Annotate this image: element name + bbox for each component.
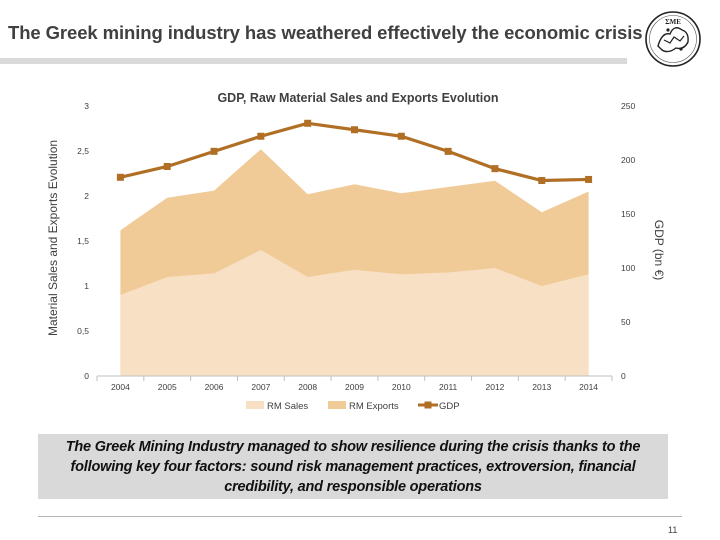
y-left-tick-label: 2,5 (77, 146, 89, 156)
title-underline (0, 58, 627, 64)
x-tick-label: 2006 (205, 382, 224, 392)
chart: GDP, Raw Material Sales and Exports Evol… (46, 91, 666, 412)
area-rm-sales (120, 250, 589, 376)
x-tick-label: 2009 (345, 382, 364, 392)
legend-label-rm-sales: RM Sales (267, 401, 308, 412)
y-axis-left-label: Material Sales and Exports Evolution (46, 140, 60, 336)
organization-logo: ΣΜΕ (644, 10, 702, 68)
y-right-tick-label: 100 (621, 263, 635, 273)
y-left-tick-label: 1,5 (77, 236, 89, 246)
key-factors-text: The Greek Mining Industry managed to sho… (65, 438, 641, 495)
slide-title: The Greek mining industry has weathered … (8, 22, 643, 43)
x-tick-label: 2010 (392, 382, 411, 392)
x-tick-label: 2007 (251, 382, 270, 392)
gdp-point (210, 147, 218, 155)
page-number: 11 (668, 525, 678, 535)
gdp-point (304, 119, 312, 127)
y-left-tick-label: 3 (84, 101, 89, 111)
x-tick-label: 2008 (298, 382, 317, 392)
footer-divider (38, 516, 682, 517)
gdp-point (257, 132, 265, 140)
legend-swatch-rm-sales (246, 401, 264, 409)
gdp-point (163, 162, 171, 170)
x-tick-label: 2011 (439, 382, 458, 392)
y-right-tick-label: 200 (621, 155, 635, 165)
y-right-tick-label: 0 (621, 371, 626, 381)
y-right-tick-label: 50 (621, 317, 631, 327)
y-left-tick-label: 1 (84, 281, 89, 291)
x-tick-label: 2005 (158, 382, 177, 392)
gdp-point (397, 132, 405, 140)
x-tick-label: 2014 (579, 382, 598, 392)
gdp-point (585, 175, 593, 183)
gdp-point (538, 177, 546, 185)
key-factors-note: The Greek Mining Industry managed to sho… (38, 434, 668, 499)
legend-swatch-gdp-marker (424, 401, 432, 409)
legend-swatch-rm-exports (328, 401, 346, 409)
gdp-point (351, 126, 358, 134)
x-tick-label: 2013 (532, 382, 551, 392)
y-right-tick-label: 150 (621, 209, 635, 219)
x-tick-label: 2012 (485, 382, 504, 392)
gdp-point (116, 173, 124, 181)
legend-label-rm-exports: RM Exports (349, 401, 399, 412)
y-axis-right-label: GDP (bn €) (652, 220, 666, 280)
y-left-tick-label: 2 (84, 191, 89, 201)
y-left-tick-label: 0 (84, 371, 89, 381)
gdp-point (444, 147, 452, 155)
y-right-tick-label: 250 (621, 101, 635, 111)
y-left-tick-label: 0,5 (77, 326, 89, 336)
x-tick-label: 2004 (111, 382, 130, 392)
logo-text: ΣΜΕ (665, 18, 681, 26)
legend-label-gdp: GDP (439, 401, 460, 412)
gdp-point (491, 165, 499, 173)
chart-title: GDP, Raw Material Sales and Exports Evol… (217, 91, 498, 105)
